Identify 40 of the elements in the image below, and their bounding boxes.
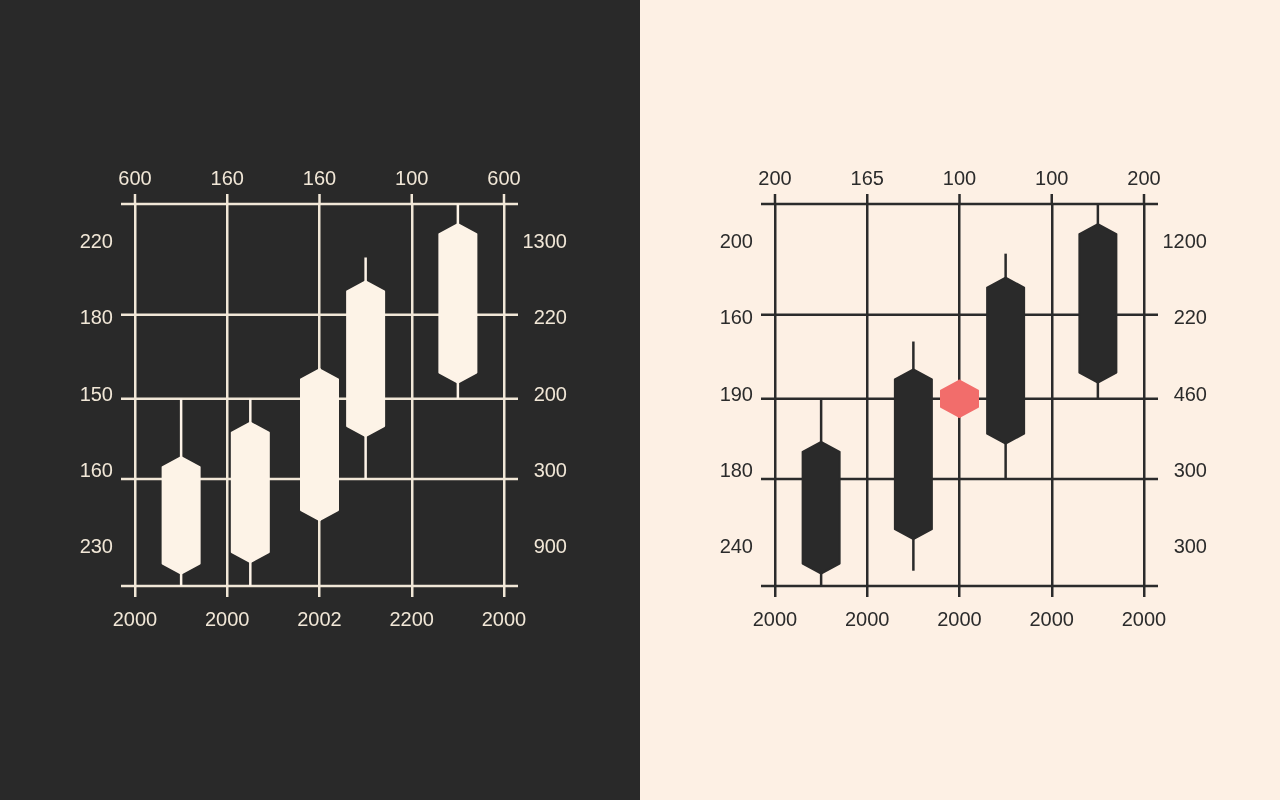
text: 200 xyxy=(719,229,753,252)
category-label: 1200 xyxy=(1162,229,1207,252)
category-label: 220 xyxy=(79,229,113,252)
text: 160 xyxy=(210,166,244,189)
category-label: 190 xyxy=(719,382,753,405)
category-label: 150 xyxy=(79,382,113,405)
x-tick-label: 2000 xyxy=(481,607,527,630)
x-tick-label: 2000 xyxy=(112,607,158,630)
category-label: 300 xyxy=(1173,535,1207,558)
category-label: 300 xyxy=(533,458,567,481)
category-label: 460 xyxy=(1173,382,1207,405)
text: 160 xyxy=(302,166,337,189)
text: 200 xyxy=(758,166,792,189)
category-label: 300 xyxy=(1173,458,1207,481)
x-tick-label: 2000 xyxy=(205,607,250,630)
category-label: 1300 xyxy=(522,229,567,252)
x-tick-label: 2000 xyxy=(752,607,798,630)
category-label: 180 xyxy=(719,458,753,481)
text: 600 xyxy=(487,166,521,189)
category-label: 180 xyxy=(79,306,113,329)
text: 160 xyxy=(79,458,113,481)
x-tick-label: 2002 xyxy=(297,607,342,630)
category-label: 240 xyxy=(719,535,753,558)
x-tick-label: 2200 xyxy=(389,607,434,630)
text: 165 xyxy=(850,166,884,189)
text: 100 xyxy=(1035,166,1069,189)
text: 100 xyxy=(942,166,977,189)
category-label: 900 xyxy=(533,535,567,558)
category-label: 200 xyxy=(533,382,567,405)
x-tick-label: 2000 xyxy=(1029,607,1074,630)
category-label: 220 xyxy=(1173,306,1207,329)
x-tick-label: 2000 xyxy=(845,607,890,630)
text: 200 xyxy=(1127,166,1161,189)
text: 600 xyxy=(118,166,152,189)
x-tick-label: 2000 xyxy=(1121,607,1167,630)
category-label: 160 xyxy=(719,306,753,329)
text: 100 xyxy=(395,166,429,189)
category-label: 220 xyxy=(533,306,567,329)
x-tick-label: 2000 xyxy=(937,607,982,630)
category-label: 230 xyxy=(79,535,113,558)
